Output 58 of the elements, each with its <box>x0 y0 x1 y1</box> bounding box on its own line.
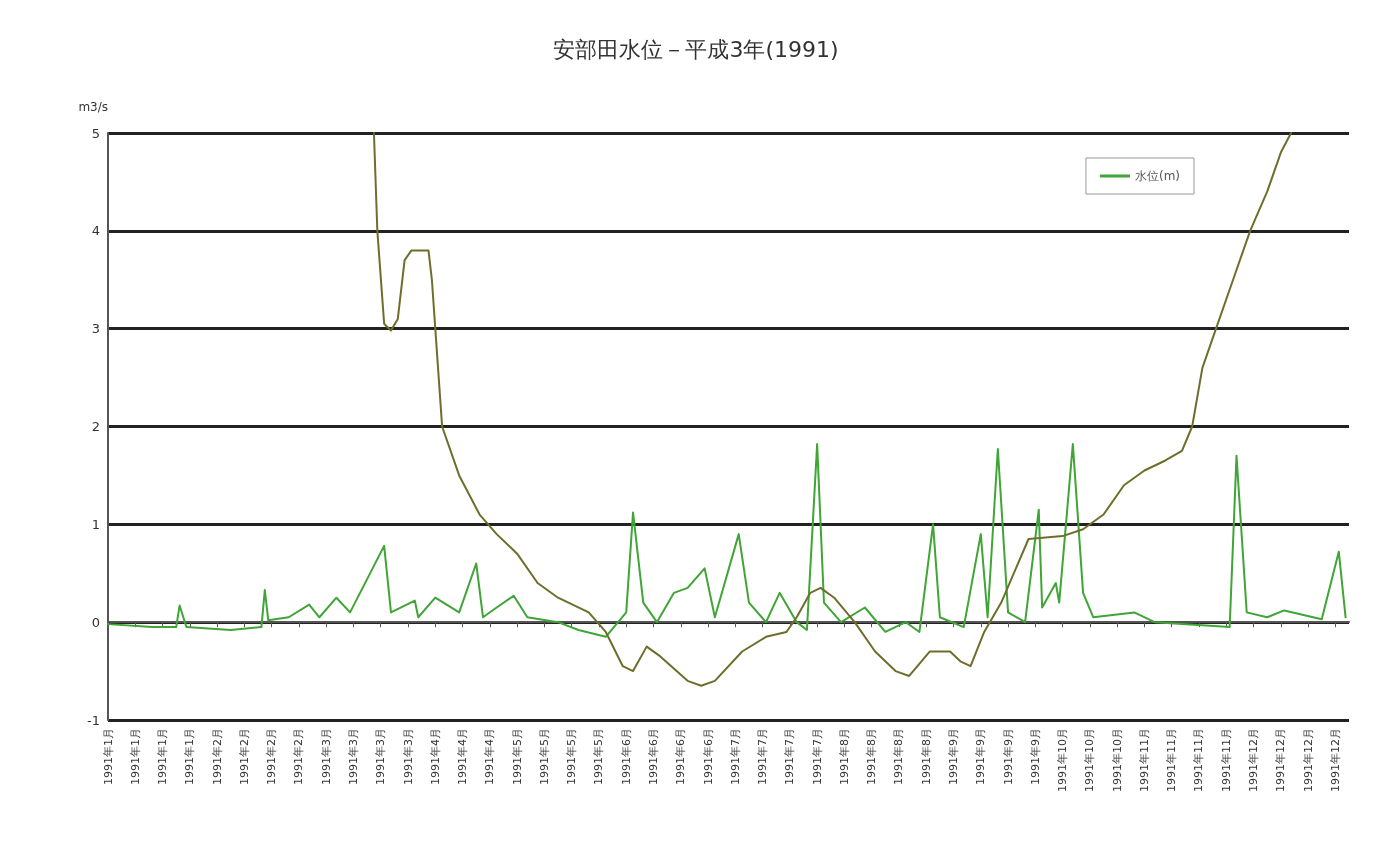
x-tick-label: 1991年3月 <box>319 728 333 785</box>
x-tick-label: 1991年7月 <box>756 728 770 785</box>
x-tick-label: 1991年6月 <box>646 728 660 785</box>
y-tick-label: 0 <box>91 614 100 630</box>
x-tick-label: 1991年10月 <box>1110 728 1124 792</box>
x-tick-label: 1991年2月 <box>237 728 251 785</box>
y-tick-label: 3 <box>91 321 100 337</box>
x-tick-label: 1991年5月 <box>510 728 524 785</box>
x-tick-label: 1991年3月 <box>346 728 360 785</box>
x-tick-label: 1991年6月 <box>701 728 715 785</box>
x-tick-label: 1991年12月 <box>1301 728 1315 792</box>
x-tick-label: 1991年3月 <box>401 728 415 785</box>
x-tick-label: 1991年4月 <box>456 728 470 785</box>
x-tick-label: 1991年1月 <box>128 728 142 785</box>
y-tick-label: -1 <box>87 712 100 728</box>
x-tick-label: 1991年8月 <box>837 728 851 785</box>
x-tick-label: 1991年7月 <box>810 728 824 785</box>
x-tick-label: 1991年11月 <box>1137 728 1151 792</box>
x-tick-label: 1991年12月 <box>1274 728 1288 792</box>
x-tick-label: 1991年1月 <box>101 728 115 785</box>
x-tick-label: 1991年8月 <box>919 728 933 785</box>
x-tick-label: 1991年4月 <box>483 728 497 785</box>
x-tick-label: 1991年4月 <box>428 728 442 785</box>
x-tick-label: 1991年12月 <box>1328 728 1342 792</box>
x-tick-label: 1991年11月 <box>1219 728 1233 792</box>
x-tick-label: 1991年9月 <box>1001 728 1015 785</box>
x-tick-label: 1991年7月 <box>728 728 742 785</box>
x-tick-label: 1991年8月 <box>865 728 879 785</box>
legend-label: 水位(m) <box>1134 169 1181 183</box>
x-tick-label: 1991年5月 <box>537 728 551 785</box>
x-tick-label: 1991年9月 <box>947 728 961 785</box>
x-tick-label: 1991年12月 <box>1247 728 1261 792</box>
x-tick-label: 1991年6月 <box>674 728 688 785</box>
x-tick-label: 1991年5月 <box>565 728 579 785</box>
line-series <box>372 132 1293 687</box>
x-tick-label: 1991年11月 <box>1165 728 1179 792</box>
x-tick-label: 1991年2月 <box>292 728 306 785</box>
y-tick-label: 5 <box>91 125 100 141</box>
x-tick-label: 1991年11月 <box>1192 728 1206 792</box>
x-tick-label: 1991年2月 <box>210 728 224 785</box>
chart-title: 安部田水位－平成3年(1991) <box>553 36 839 62</box>
y-tick-label: 4 <box>91 223 100 239</box>
x-tick-label: 1991年3月 <box>374 728 388 785</box>
y-axis-title: m3/s <box>78 100 108 114</box>
x-tick-label: 1991年1月 <box>183 728 197 785</box>
x-tick-label: 1991年7月 <box>783 728 797 785</box>
x-tick-label: 1991年10月 <box>1056 728 1070 792</box>
x-tick-label: 1991年10月 <box>1083 728 1097 792</box>
x-tick-label: 1991年6月 <box>619 728 633 785</box>
x-tick-label: 1991年5月 <box>592 728 606 785</box>
x-tick-label: 1991年1月 <box>156 728 170 785</box>
x-tick-label: 1991年8月 <box>892 728 906 785</box>
x-tick-label: 1991年9月 <box>974 728 988 785</box>
x-tick-label: 1991年9月 <box>1028 728 1042 785</box>
line-series <box>107 443 1347 638</box>
y-tick-label: 1 <box>91 516 100 532</box>
x-tick-label: 1991年2月 <box>265 728 279 785</box>
y-tick-label: 2 <box>91 419 100 434</box>
